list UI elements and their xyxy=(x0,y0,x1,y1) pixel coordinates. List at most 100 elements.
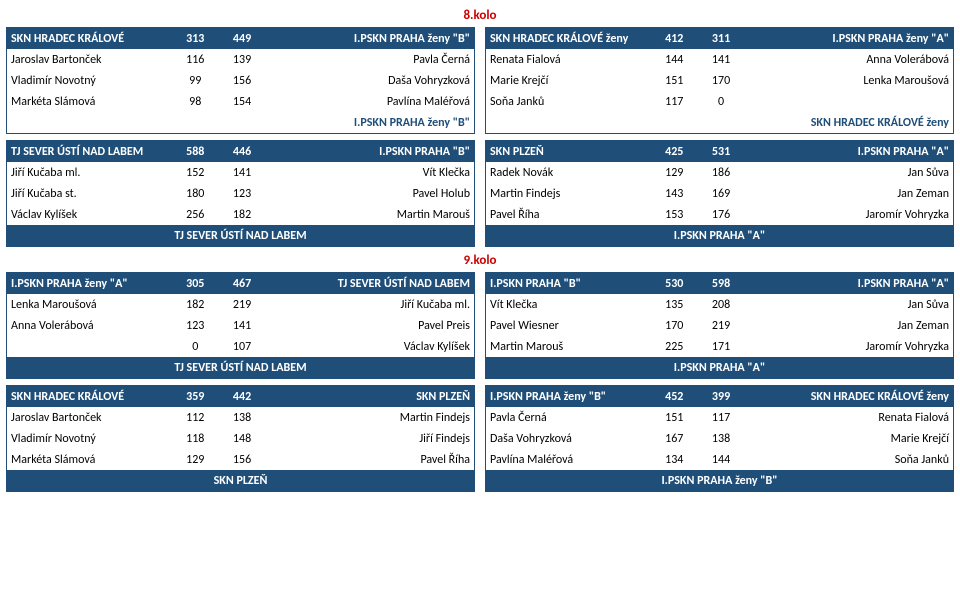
match-block: I.PSKN PRAHA ženy "A"305467TJ SEVER ÚSTÍ… xyxy=(6,272,475,379)
match-block: I.PSKN PRAHA ženy "B"452399SKN HRADEC KR… xyxy=(485,385,954,492)
player1-score: 99 xyxy=(172,70,219,91)
match-block: SKN HRADEC KRÁLOVÉ ženy412311I.PSKN PRAH… xyxy=(485,27,954,134)
match-winner-sub: SKN HRADEC KRÁLOVÉ ženy xyxy=(486,112,953,133)
match-header: SKN HRADEC KRÁLOVÉ313449I.PSKN PRAHA žen… xyxy=(7,28,474,49)
match-row: SKN HRADEC KRÁLOVÉ313449I.PSKN PRAHA žen… xyxy=(6,27,954,134)
player-row: Jiří Kučaba st.180123Pavel Holub xyxy=(7,183,474,204)
player2-name: Jiří Kučaba ml. xyxy=(265,294,474,315)
team2-score: 399 xyxy=(698,386,745,407)
player1-score: 135 xyxy=(651,294,698,315)
round-title: 8.kolo xyxy=(6,8,954,23)
team2-score: 598 xyxy=(698,273,745,294)
match-winner: I.PSKN PRAHA "A" xyxy=(486,225,953,246)
player-row: Renata Fialová144141Anna Volerábová xyxy=(486,49,953,70)
player2-name: Pavel Říha xyxy=(265,449,474,470)
player-row: Vladimír Novotný118148Jiří Findejs xyxy=(7,428,474,449)
team1-name: SKN HRADEC KRÁLOVÉ xyxy=(7,28,172,49)
player1-name: Markéta Slámová xyxy=(7,91,172,112)
player-row: Jaroslav Bartonček112138Martin Findejs xyxy=(7,407,474,428)
player1-score: 117 xyxy=(651,91,698,112)
player2-name: Jan Zeman xyxy=(744,183,953,204)
player1-score: 170 xyxy=(651,315,698,336)
player2-score: 141 xyxy=(698,49,745,70)
team2-score: 442 xyxy=(219,386,266,407)
player1-score: 134 xyxy=(651,449,698,470)
player2-score: 219 xyxy=(698,315,745,336)
match-header: SKN HRADEC KRÁLOVÉ359442SKN PLZEŇ xyxy=(7,386,474,407)
player2-name: Jan Sůva xyxy=(744,294,953,315)
team2-name: I.PSKN PRAHA "B" xyxy=(265,141,474,162)
player-row: Jiří Kučaba ml.152141Vít Klečka xyxy=(7,162,474,183)
player2-name: Marie Krejčí xyxy=(744,428,953,449)
match-header: I.PSKN PRAHA "B"530598I.PSKN PRAHA "A" xyxy=(486,273,953,294)
player2-name: Jan Zeman xyxy=(744,315,953,336)
match-winner: TJ SEVER ÚSTÍ NAD LABEM xyxy=(7,357,474,378)
player2-score: 156 xyxy=(219,70,266,91)
match-block: TJ SEVER ÚSTÍ NAD LABEM588446I.PSKN PRAH… xyxy=(6,140,475,247)
player1-score: 116 xyxy=(172,49,219,70)
player1-name: Pavel Říha xyxy=(486,204,651,225)
match-winner: TJ SEVER ÚSTÍ NAD LABEM xyxy=(7,225,474,246)
team2-name: I.PSKN PRAHA "A" xyxy=(744,273,953,294)
player1-name: Pavel Wiesner xyxy=(486,315,651,336)
player1-name: Renata Fialová xyxy=(486,49,651,70)
player1-score: 225 xyxy=(651,336,698,357)
player1-name: Martin Marouš xyxy=(486,336,651,357)
player1-score: 129 xyxy=(651,162,698,183)
match-header: SKN PLZEŇ425531I.PSKN PRAHA "A" xyxy=(486,141,953,162)
team2-score: 449 xyxy=(219,28,266,49)
player-row: Radek Novák129186Jan Sůva xyxy=(486,162,953,183)
match-row: TJ SEVER ÚSTÍ NAD LABEM588446I.PSKN PRAH… xyxy=(6,140,954,247)
player1-name: Markéta Slámová xyxy=(7,449,172,470)
player1-name: Anna Volerábová xyxy=(7,315,172,336)
match-block: SKN PLZEŇ425531I.PSKN PRAHA "A"Radek Nov… xyxy=(485,140,954,247)
player-row: Jaroslav Bartonček116139Pavla Černá xyxy=(7,49,474,70)
match-header: TJ SEVER ÚSTÍ NAD LABEM588446I.PSKN PRAH… xyxy=(7,141,474,162)
player2-score: 170 xyxy=(698,70,745,91)
player2-score: 176 xyxy=(698,204,745,225)
player-row: Markéta Slámová129156Pavel Říha xyxy=(7,449,474,470)
player2-name: Jan Sůva xyxy=(744,162,953,183)
team2-name: I.PSKN PRAHA ženy "A" xyxy=(744,28,953,49)
team1-name: I.PSKN PRAHA ženy "B" xyxy=(486,386,651,407)
player2-score: 148 xyxy=(219,428,266,449)
player1-name: Vít Klečka xyxy=(486,294,651,315)
player-row: Pavel Wiesner170219Jan Zeman xyxy=(486,315,953,336)
player2-score: 144 xyxy=(698,449,745,470)
team1-name: SKN HRADEC KRÁLOVÉ xyxy=(7,386,172,407)
team2-score: 311 xyxy=(698,28,745,49)
player1-score: 182 xyxy=(172,294,219,315)
player2-name: Jaromír Vohryzka xyxy=(744,336,953,357)
player2-score: 169 xyxy=(698,183,745,204)
player1-name xyxy=(7,336,172,357)
player2-name: Václav Kylíšek xyxy=(265,336,474,357)
player1-score: 151 xyxy=(651,407,698,428)
player2-name: Jaromír Vohryzka xyxy=(744,204,953,225)
team2-name: SKN PLZEŇ xyxy=(265,386,474,407)
team1-name: I.PSKN PRAHA "B" xyxy=(486,273,651,294)
player2-name: Pavel Preis xyxy=(265,315,474,336)
player1-name: Martin Findejs xyxy=(486,183,651,204)
player2-score: 138 xyxy=(698,428,745,449)
player1-name: Jaroslav Bartonček xyxy=(7,407,172,428)
player-row: Soňa Janků1170 xyxy=(486,91,953,112)
player2-name: Pavla Černá xyxy=(265,49,474,70)
player1-score: 118 xyxy=(172,428,219,449)
team2-name: SKN HRADEC KRÁLOVÉ ženy xyxy=(744,386,953,407)
player-row: Lenka Maroušová182219Jiří Kučaba ml. xyxy=(7,294,474,315)
player2-name: Martin Marouš xyxy=(265,204,474,225)
player1-name: Radek Novák xyxy=(486,162,651,183)
player1-score: 143 xyxy=(651,183,698,204)
player-row: Václav Kylíšek256182Martin Marouš xyxy=(7,204,474,225)
player1-score: 180 xyxy=(172,183,219,204)
team2-name: I.PSKN PRAHA ženy "B" xyxy=(265,28,474,49)
player2-score: 219 xyxy=(219,294,266,315)
team1-score: 359 xyxy=(172,386,219,407)
player-row: Vladimír Novotný99156Daša Vohryzková xyxy=(7,70,474,91)
player2-score: 139 xyxy=(219,49,266,70)
player1-score: 151 xyxy=(651,70,698,91)
team1-name: TJ SEVER ÚSTÍ NAD LABEM xyxy=(7,141,172,162)
team2-name: TJ SEVER ÚSTÍ NAD LABEM xyxy=(265,273,474,294)
match-row: SKN HRADEC KRÁLOVÉ359442SKN PLZEŇJarosla… xyxy=(6,385,954,492)
team1-name: I.PSKN PRAHA ženy "A" xyxy=(7,273,172,294)
